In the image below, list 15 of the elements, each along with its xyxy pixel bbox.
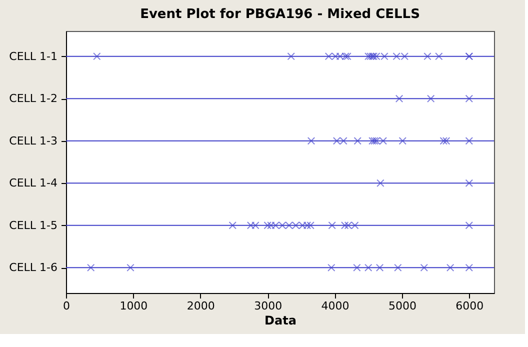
x-tick-label: 2000	[186, 300, 215, 312]
y-tick-label: CELL 1-5	[9, 218, 58, 232]
x-tick-label: 0	[63, 300, 70, 312]
x-tick-label: 3000	[254, 300, 282, 312]
x-axis-title: Data	[264, 314, 296, 328]
chart-title: Event Plot for PBGA196 - Mixed CELLS	[140, 7, 420, 22]
y-tick-label: CELL 1-3	[9, 134, 58, 148]
x-tick-label: 6000	[456, 300, 484, 312]
x-tick-label: 5000	[388, 300, 416, 312]
y-tick-label: CELL 1-4	[9, 176, 58, 190]
y-tick-label: CELL 1-2	[9, 92, 58, 106]
y-tick-label: CELL 1-1	[9, 50, 58, 63]
y-tick-label: CELL 1-6	[9, 261, 58, 274]
x-tick-label: 1000	[120, 300, 148, 312]
x-tick-label: 4000	[321, 300, 350, 312]
